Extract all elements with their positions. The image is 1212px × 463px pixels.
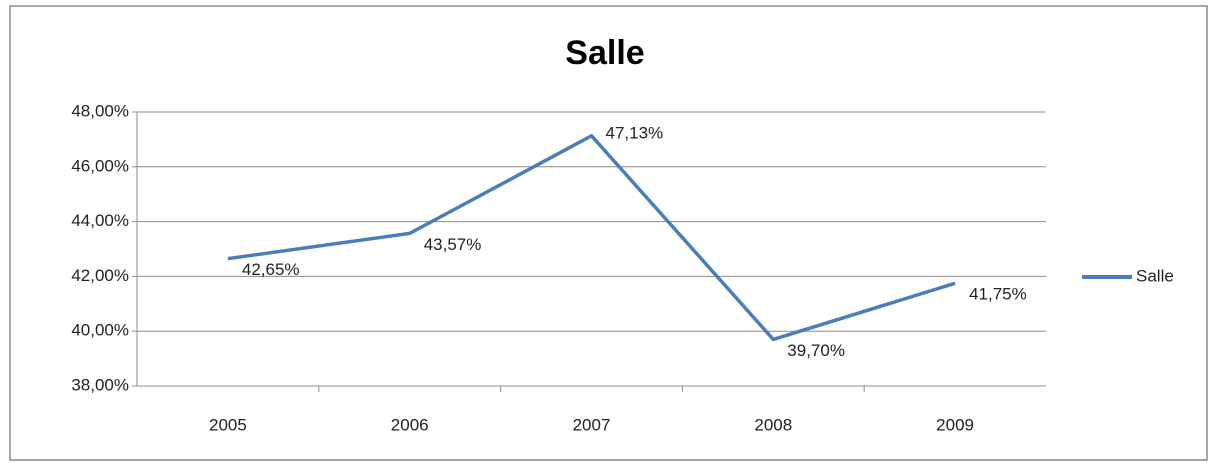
data-label: 43,57% bbox=[424, 235, 482, 254]
chart-frame bbox=[9, 5, 1208, 461]
x-tick-label: 2005 bbox=[209, 415, 247, 434]
y-tick-label: 44,00% bbox=[71, 211, 129, 230]
data-label: 47,13% bbox=[606, 123, 664, 142]
chart-title: Salle bbox=[565, 34, 644, 72]
y-tick-label: 40,00% bbox=[71, 321, 129, 340]
y-tick-label: 42,00% bbox=[71, 266, 129, 285]
data-label: 42,65% bbox=[242, 260, 300, 279]
legend-label: Salle bbox=[1136, 266, 1174, 285]
y-tick-label: 46,00% bbox=[71, 156, 129, 175]
y-tick-label: 48,00% bbox=[71, 101, 129, 120]
y-tick-label: 38,00% bbox=[71, 375, 129, 394]
x-tick-label: 2007 bbox=[573, 415, 611, 434]
x-tick-label: 2008 bbox=[754, 415, 792, 434]
series-line bbox=[227, 134, 956, 342]
data-label: 39,70% bbox=[787, 341, 845, 360]
x-tick-label: 2006 bbox=[391, 415, 429, 434]
x-tick-label: 2009 bbox=[936, 415, 974, 434]
data-label: 41,75% bbox=[969, 285, 1027, 304]
